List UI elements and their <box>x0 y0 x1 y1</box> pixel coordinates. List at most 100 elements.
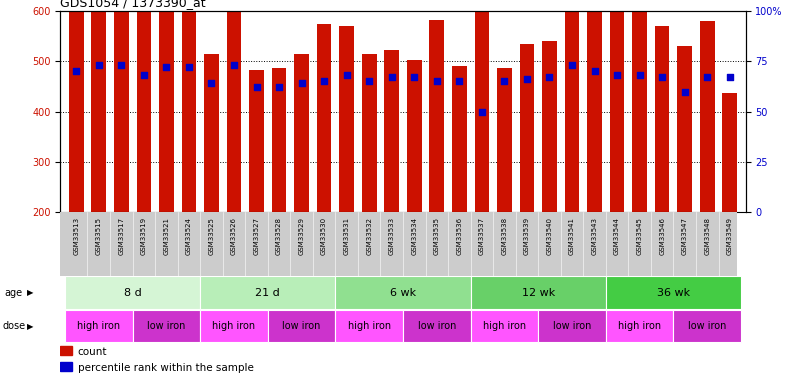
Point <box>272 84 285 90</box>
Text: GSM33541: GSM33541 <box>569 217 575 255</box>
Bar <box>335 276 471 309</box>
Bar <box>674 310 741 342</box>
Bar <box>339 26 354 212</box>
Text: low iron: low iron <box>418 321 456 331</box>
Point <box>521 76 534 82</box>
Point <box>566 62 579 68</box>
Bar <box>475 11 489 212</box>
Point <box>340 72 353 78</box>
Text: dose: dose <box>2 321 26 331</box>
Text: GSM33515: GSM33515 <box>96 217 102 255</box>
Bar <box>606 276 741 309</box>
Point <box>182 64 195 70</box>
Text: high iron: high iron <box>77 321 120 331</box>
Bar <box>471 276 606 309</box>
Text: low iron: low iron <box>688 321 726 331</box>
Bar <box>700 21 715 212</box>
Point <box>93 62 106 68</box>
Text: low iron: low iron <box>282 321 321 331</box>
Bar <box>610 10 625 212</box>
Text: GSM33544: GSM33544 <box>614 217 620 255</box>
Point <box>453 78 466 84</box>
Point <box>160 64 172 70</box>
Bar <box>471 310 538 342</box>
Bar <box>181 0 196 212</box>
Text: GSM33525: GSM33525 <box>209 217 214 255</box>
Text: GSM33536: GSM33536 <box>456 217 463 255</box>
Point <box>295 81 308 87</box>
Text: GSM33546: GSM33546 <box>659 217 665 255</box>
Point <box>476 109 488 115</box>
Text: GSM33529: GSM33529 <box>298 217 305 255</box>
Text: high iron: high iron <box>347 321 391 331</box>
Bar <box>226 0 241 212</box>
Bar <box>403 310 471 342</box>
Bar <box>69 0 84 212</box>
Text: GSM33526: GSM33526 <box>231 217 237 255</box>
Text: GSM33539: GSM33539 <box>524 217 530 255</box>
Text: GSM33527: GSM33527 <box>254 217 260 255</box>
Bar <box>317 24 331 212</box>
Bar <box>497 68 512 212</box>
Bar <box>136 0 152 212</box>
Text: GSM33530: GSM33530 <box>321 217 327 255</box>
Text: GSM33535: GSM33535 <box>434 217 440 255</box>
Bar <box>204 54 218 212</box>
Text: GSM33521: GSM33521 <box>164 217 169 255</box>
Text: low iron: low iron <box>553 321 592 331</box>
Text: GSM33524: GSM33524 <box>186 217 192 255</box>
Bar <box>538 310 606 342</box>
Text: GSM33540: GSM33540 <box>546 217 552 255</box>
Bar <box>362 54 376 212</box>
Text: GSM33534: GSM33534 <box>411 217 418 255</box>
Bar <box>520 44 534 212</box>
Text: GSM33517: GSM33517 <box>118 217 124 255</box>
Bar <box>268 310 335 342</box>
Text: ▶: ▶ <box>27 288 33 297</box>
Text: GSM33531: GSM33531 <box>343 217 350 255</box>
Bar <box>565 0 580 212</box>
Point <box>430 78 443 84</box>
Bar <box>407 60 422 212</box>
Bar <box>542 41 557 212</box>
Point <box>70 68 83 74</box>
Text: low iron: low iron <box>147 321 185 331</box>
Text: GSM33528: GSM33528 <box>276 217 282 255</box>
Point <box>385 75 398 81</box>
Point <box>227 62 240 68</box>
Bar <box>430 20 444 212</box>
Bar <box>200 276 335 309</box>
Bar <box>249 70 264 212</box>
Point <box>679 88 692 94</box>
Bar <box>722 93 737 212</box>
Bar <box>91 0 106 212</box>
Bar <box>588 11 602 212</box>
Bar <box>294 54 309 212</box>
Text: GSM33547: GSM33547 <box>682 217 688 255</box>
Bar <box>272 68 286 212</box>
Point <box>137 72 150 78</box>
Text: GSM33537: GSM33537 <box>479 217 485 255</box>
Text: count: count <box>77 347 107 357</box>
Point <box>656 75 669 81</box>
Point <box>611 72 624 78</box>
Text: age: age <box>4 288 22 297</box>
Text: 8 d: 8 d <box>123 288 141 297</box>
Text: GSM33549: GSM33549 <box>727 217 733 255</box>
Bar <box>60 346 73 355</box>
Bar <box>114 0 129 212</box>
Point <box>318 78 330 84</box>
Text: GSM33532: GSM33532 <box>366 217 372 255</box>
Text: GSM33519: GSM33519 <box>141 217 147 255</box>
Text: high iron: high iron <box>213 321 256 331</box>
Bar <box>132 310 200 342</box>
Text: high iron: high iron <box>483 321 526 331</box>
Text: 12 wk: 12 wk <box>521 288 555 297</box>
Point <box>543 75 556 81</box>
Point <box>250 84 263 90</box>
Text: ▶: ▶ <box>27 322 33 331</box>
Text: 21 d: 21 d <box>256 288 280 297</box>
Bar <box>65 310 132 342</box>
Point <box>700 75 713 81</box>
Text: percentile rank within the sample: percentile rank within the sample <box>77 363 253 373</box>
